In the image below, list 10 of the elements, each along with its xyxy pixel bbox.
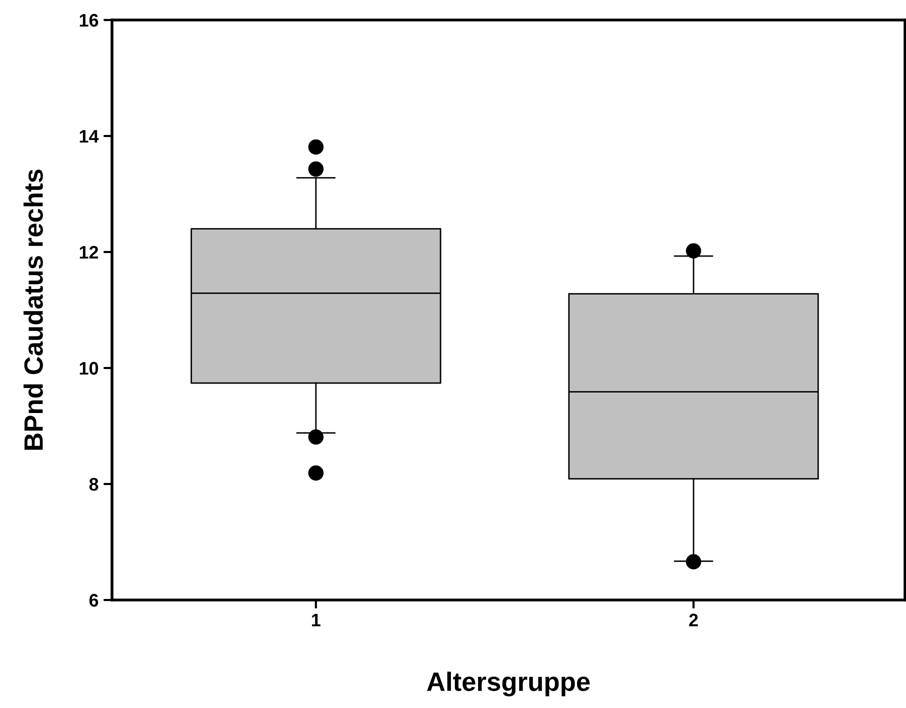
- x-tick-label: 2: [689, 614, 698, 626]
- x-tick-label: 1: [312, 614, 320, 626]
- y-tick-label: 16: [80, 14, 98, 27]
- y-tick-label: 6: [89, 594, 98, 607]
- y-tick-label: 8: [89, 478, 98, 491]
- y-tick-label: 12: [80, 246, 98, 259]
- y-axis-title: BPnd Caudatus rechts: [24, 170, 43, 450]
- x-axis-title: Altersgruppe: [427, 672, 590, 696]
- y-tick-label: 14: [80, 130, 99, 143]
- y-tick-label: 10: [80, 362, 98, 375]
